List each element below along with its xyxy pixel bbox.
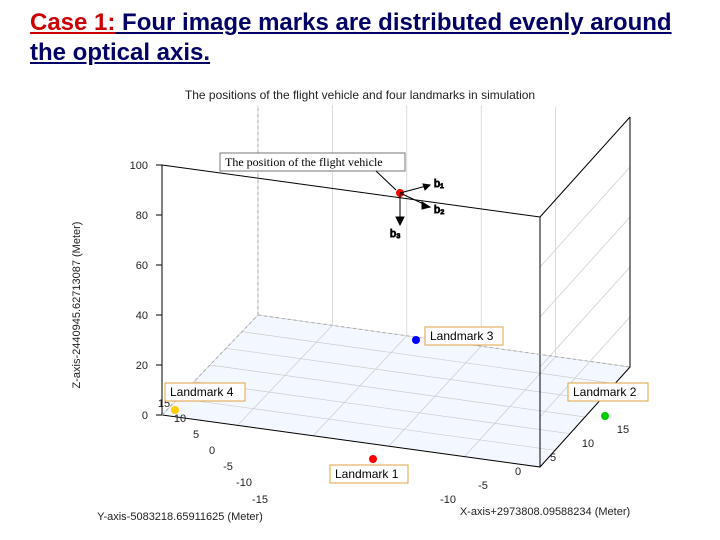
plot-svg: 0 20 40 60 80 100 -15 -10 -5 0 5 10 15 -… [70, 105, 660, 525]
landmark-1-marker [369, 455, 377, 463]
slide-heading: Case 1: Four image marks are distributed… [30, 8, 690, 68]
svg-text:15: 15 [617, 424, 629, 436]
svg-text:60: 60 [136, 260, 148, 272]
svg-text:b₁: b₁ [434, 178, 444, 190]
svg-text:The position of the flight veh: The position of the flight vehicle [225, 155, 383, 169]
landmark-2-marker [601, 412, 609, 420]
svg-text:80: 80 [136, 210, 148, 222]
svg-text:100: 100 [130, 160, 148, 172]
z-axis-label: Z-axis-2440945.62713087 (Meter) [71, 222, 83, 389]
svg-text:-5: -5 [223, 461, 233, 473]
svg-text:10: 10 [174, 413, 186, 425]
svg-text:-10: -10 [236, 477, 252, 489]
landmark-3-marker [412, 336, 420, 344]
svg-text:20: 20 [136, 360, 148, 372]
svg-text:10: 10 [582, 438, 594, 450]
svg-text:Landmark 4: Landmark 4 [170, 385, 234, 399]
svg-text:Landmark 3: Landmark 3 [430, 329, 494, 343]
plot-3d: 0 20 40 60 80 100 -15 -10 -5 0 5 10 15 -… [70, 105, 660, 525]
svg-text:5: 5 [193, 429, 199, 441]
heading-case: Case 1: [30, 9, 115, 36]
svg-text:b₃: b₃ [390, 228, 401, 240]
plot-title: The positions of the flight vehicle and … [0, 88, 720, 102]
z-ticks: 0 20 40 60 80 100 [130, 160, 162, 422]
heading-rest: Four image marks are distributed evenly … [30, 9, 672, 66]
b-arrows: b₁ b₂ b₃ [390, 178, 444, 240]
flight-annotation: The position of the flight vehicle [220, 153, 405, 190]
svg-text:-15: -15 [252, 494, 268, 506]
svg-text:5: 5 [550, 452, 556, 464]
svg-text:-5: -5 [478, 480, 488, 492]
svg-text:40: 40 [136, 310, 148, 322]
svg-text:Landmark 1: Landmark 1 [335, 467, 399, 481]
svg-text:0: 0 [209, 445, 215, 457]
landmark-4-marker [171, 406, 179, 414]
y-axis-label: Y-axis-5083218.65911625 (Meter) [97, 511, 263, 523]
svg-text:b₂: b₂ [434, 204, 444, 216]
svg-text:0: 0 [142, 410, 148, 422]
x-axis-label: X-axis+2973808.09588234 (Meter) [460, 506, 630, 518]
svg-text:-10: -10 [440, 494, 456, 506]
svg-text:Landmark 2: Landmark 2 [573, 385, 637, 399]
svg-text:0: 0 [515, 466, 521, 478]
